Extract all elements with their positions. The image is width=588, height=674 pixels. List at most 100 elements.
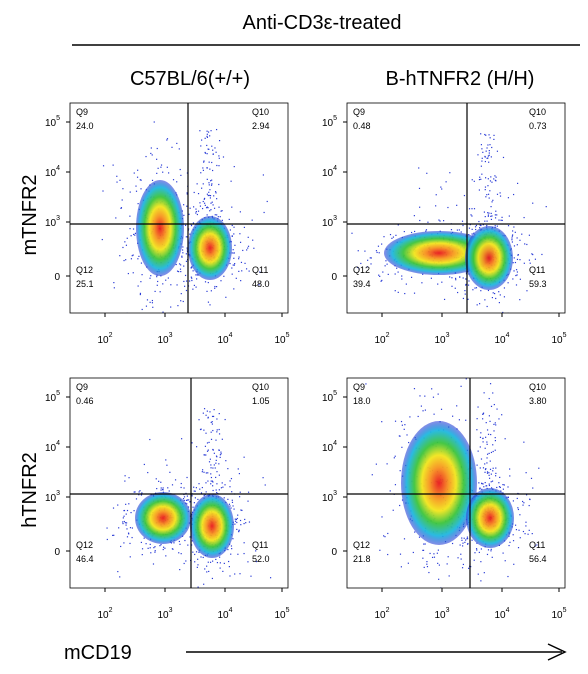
event-dot (479, 488, 481, 490)
event-dot (489, 420, 491, 422)
event-dot (401, 446, 403, 448)
event-dot (212, 429, 214, 432)
quadrant-name: Q12 (76, 540, 93, 550)
event-dot (499, 476, 501, 479)
event-dot (504, 560, 506, 562)
event-dot (488, 415, 490, 417)
event-dot (478, 189, 480, 191)
quadrant-value: 21.8 (353, 554, 371, 564)
event-dot (176, 181, 178, 183)
event-dot (443, 298, 446, 301)
event-dot (140, 188, 142, 190)
event-dot (180, 482, 182, 485)
event-dot (484, 220, 486, 222)
event-dot (238, 256, 240, 258)
event-dot (197, 564, 199, 566)
event-dot (468, 280, 470, 282)
event-dot (203, 454, 205, 456)
event-dot (151, 179, 154, 181)
event-dot (516, 258, 519, 261)
event-dot (166, 139, 168, 141)
event-dot (218, 489, 220, 491)
event-dot (223, 275, 225, 277)
event-dot (201, 139, 203, 141)
event-dot (191, 495, 193, 497)
event-dot (418, 536, 421, 538)
event-dot (259, 271, 261, 273)
tick-base: 10 (45, 168, 57, 179)
event-dot (410, 276, 413, 278)
plot-frame (69, 102, 289, 314)
event-dot (189, 536, 191, 538)
row-label: mTNFR2 (19, 174, 41, 255)
tick-label: 103 (157, 607, 172, 621)
event-dot (484, 481, 486, 484)
event-dot (524, 243, 526, 245)
tick-label: 104 (45, 440, 60, 454)
quadrant-name: Q9 (76, 107, 88, 117)
event-dot (209, 458, 211, 460)
event-dot (178, 263, 181, 265)
event-dot (487, 212, 489, 214)
event-dot (199, 205, 202, 207)
event-dot (149, 277, 151, 279)
event-dot (499, 486, 501, 489)
event-dot (502, 552, 504, 554)
event-dot (468, 208, 471, 210)
quadrant-value: 24.0 (76, 121, 94, 131)
event-dot (189, 233, 191, 235)
event-dot (487, 549, 490, 551)
event-dot (513, 270, 515, 272)
event-dot (203, 202, 206, 204)
event-dot (394, 290, 396, 292)
event-dot (513, 245, 516, 247)
event-dot (398, 435, 400, 437)
event-dot (162, 311, 164, 313)
event-dot (191, 540, 193, 542)
event-dot (468, 227, 471, 229)
event-dot (496, 486, 498, 489)
event-dot (215, 476, 217, 479)
event-dot (489, 468, 492, 470)
event-dot (227, 468, 229, 470)
event-dot (156, 284, 158, 286)
event-dot (196, 183, 198, 185)
event-dot (125, 524, 127, 526)
event-dot (193, 284, 195, 287)
event-dot (170, 306, 172, 308)
event-dot (465, 419, 467, 421)
event-dot (214, 287, 216, 289)
event-dot (175, 263, 177, 266)
event-dot (488, 154, 490, 156)
event-dot (486, 429, 489, 431)
event-dot (186, 476, 188, 479)
event-dot (523, 502, 525, 504)
event-dot (231, 235, 233, 237)
event-dot (203, 408, 206, 410)
event-dot (255, 550, 257, 552)
event-dot (439, 220, 441, 222)
event-dot (429, 552, 431, 555)
event-dot (461, 539, 463, 541)
event-dot (523, 216, 525, 219)
event-dot (189, 207, 191, 209)
event-dot (456, 405, 458, 407)
event-dot (243, 226, 246, 229)
event-dot (462, 224, 464, 227)
event-dot (258, 284, 260, 286)
event-dot (487, 215, 489, 217)
event-dot (118, 527, 120, 529)
event-dot (475, 228, 477, 231)
event-dot (483, 211, 486, 213)
event-dot (216, 431, 218, 433)
event-dot (212, 485, 214, 487)
event-dot (186, 192, 188, 194)
event-dot (528, 259, 531, 261)
event-dot (492, 199, 494, 201)
event-dot (211, 421, 213, 423)
event-dot (205, 414, 207, 416)
event-dot (478, 220, 480, 223)
event-dot (493, 403, 495, 406)
event-dot (480, 178, 482, 180)
